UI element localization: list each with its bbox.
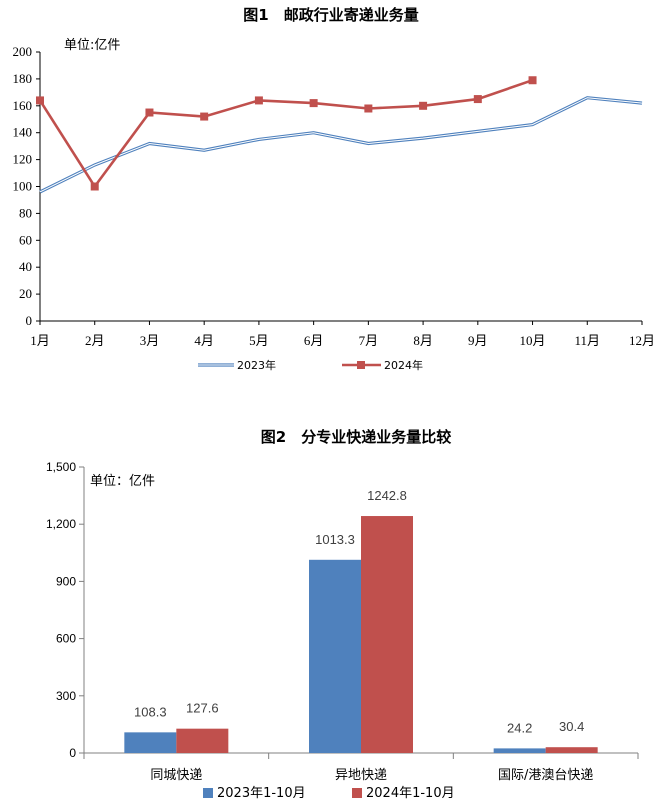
chart2-x-tick-label: 异地快递 (335, 768, 387, 783)
chart1-x-tick-label: 4月 (194, 333, 214, 348)
chart2-data-label: 30.4 (559, 719, 584, 734)
chart2-title: 图2 分专业快递业务量比较 (261, 428, 451, 446)
chart2-bar-0-0 (124, 732, 177, 753)
chart1-x-tick-label: 10月 (520, 333, 546, 348)
chart1-y-tick-label: 140 (13, 125, 33, 140)
chart1-legend-label-2024: 2024年 (384, 358, 423, 372)
chart1-axes (39, 52, 642, 322)
chart1-point-marker (473, 95, 482, 104)
chart1-x-tick-label: 5月 (249, 333, 269, 348)
chart2-x-tick-label: 国际/港澳台快递 (498, 767, 593, 783)
chart2-data-label: 127.6 (186, 701, 219, 716)
chart1-y-tick-label: 60 (19, 232, 32, 247)
chart2-y-tick-label: 1,500 (46, 460, 76, 474)
chart1-point-marker (36, 96, 44, 105)
chart2-data-label: 1013.3 (315, 532, 355, 547)
chart1-series-line-1 (38, 78, 533, 189)
chart2-y-tick-label: 1,200 (46, 517, 76, 531)
chart1-x-tick-label: 9月 (468, 333, 488, 348)
chart2-bars (124, 516, 598, 753)
chart1-y-tick-label: 0 (26, 313, 33, 328)
chart2-x-ticks: 同城快递 异地快递 国际/港澳台快递 (83, 753, 639, 783)
chart1-title: 图1 邮政行业寄递业务量 (243, 6, 418, 24)
chart2-legend-swatch-2023 (203, 788, 213, 798)
chart1-point-marker (200, 112, 209, 121)
chart2-legend: 2023年1-10月 2024年1-10月 (203, 786, 455, 801)
chart2-x-tick-label: 同城快递 (150, 768, 202, 783)
chart2-bar-1-2 (545, 747, 598, 753)
chart2: 图2 分专业快递业务量比较 单位：亿件 0 300 600 900 1,200 1,500… (46, 428, 639, 801)
chart1-x-tick-label: 1月 (30, 333, 50, 348)
chart1-series (36, 76, 643, 194)
chart1-series-line-highlight-0 (39, 97, 643, 193)
chart1-point-marker (364, 104, 373, 113)
chart2-bar-0-1 (309, 559, 361, 753)
chart1-x-tick-label: 6月 (304, 333, 324, 348)
chart2-data-labels: 108.3 127.6 1013.3 1242.8 24.2 30.4 (134, 488, 584, 735)
chart1-y-tick-label: 80 (19, 205, 32, 220)
chart2-data-label: 1242.8 (367, 488, 407, 503)
chart2-y-tick-label: 300 (56, 689, 76, 703)
chart2-y-ticks: 0 300 600 900 1,200 1,500 (46, 460, 84, 760)
chart1-series-line-0 (39, 96, 643, 194)
chart1-x-tick-label: 3月 (140, 333, 160, 348)
chart1-legend-marker-2024 (357, 361, 365, 369)
chart2-unit-label: 单位：亿件 (90, 474, 155, 489)
chart1-y-tick-label: 20 (19, 286, 32, 301)
chart1-point-marker (419, 101, 428, 110)
chart2-data-label: 108.3 (134, 704, 167, 719)
chart2-bar-1-0 (176, 728, 229, 753)
chart2-y-tick-label: 600 (56, 632, 76, 646)
chart1-x-tick-label: 12月 (629, 333, 655, 348)
chart2-legend-label-2023: 2023年1-10月 (217, 786, 306, 801)
chart1-unit-label: 单位:亿件 (64, 38, 120, 53)
chart1-y-ticks: 0 20 40 60 80 100 120 140 160 180 200 (13, 44, 40, 328)
chart2-y-tick-label: 900 (56, 574, 76, 588)
chart1-x-tick-label: 11月 (575, 333, 601, 348)
chart1-point-marker (145, 108, 154, 117)
chart1-y-tick-label: 100 (13, 179, 33, 194)
chart2-data-label: 24.2 (507, 720, 532, 735)
chart1-legend-label-2023: 2023年 (237, 358, 276, 372)
chart1-point-marker (90, 182, 99, 191)
chart1-y-tick-label: 120 (13, 152, 33, 167)
chart1-y-tick-label: 160 (13, 98, 33, 113)
chart2-y-tick-label: 0 (69, 746, 76, 760)
chart2-bar-0-2 (493, 748, 546, 753)
chart1-point-marker (254, 96, 263, 105)
chart1-x-ticks: 1月 2月 3月 4月 5月 6月 7月 8月 9月 10月 11月 12月 (30, 321, 655, 348)
chart1-y-tick-label: 40 (19, 259, 32, 274)
chart1-y-tick-label: 200 (13, 44, 33, 59)
chart1-point-marker (528, 76, 537, 85)
chart1: 图1 邮政行业寄递业务量 单位:亿件 0 20 40 60 80 100 120 140 160… (13, 6, 656, 372)
chart2-bar-1-1 (361, 516, 413, 753)
chart2-legend-swatch-2024 (352, 788, 362, 798)
chart1-legend: 2023年 2024年 (198, 358, 423, 372)
chart2-legend-label-2024: 2024年1-10月 (366, 786, 455, 801)
chart1-x-tick-label: 2月 (85, 333, 105, 348)
chart1-y-tick-label: 180 (13, 71, 33, 86)
chart1-x-tick-label: 8月 (413, 333, 433, 348)
chart1-point-marker (309, 99, 318, 108)
chart1-x-tick-label: 7月 (359, 333, 379, 348)
